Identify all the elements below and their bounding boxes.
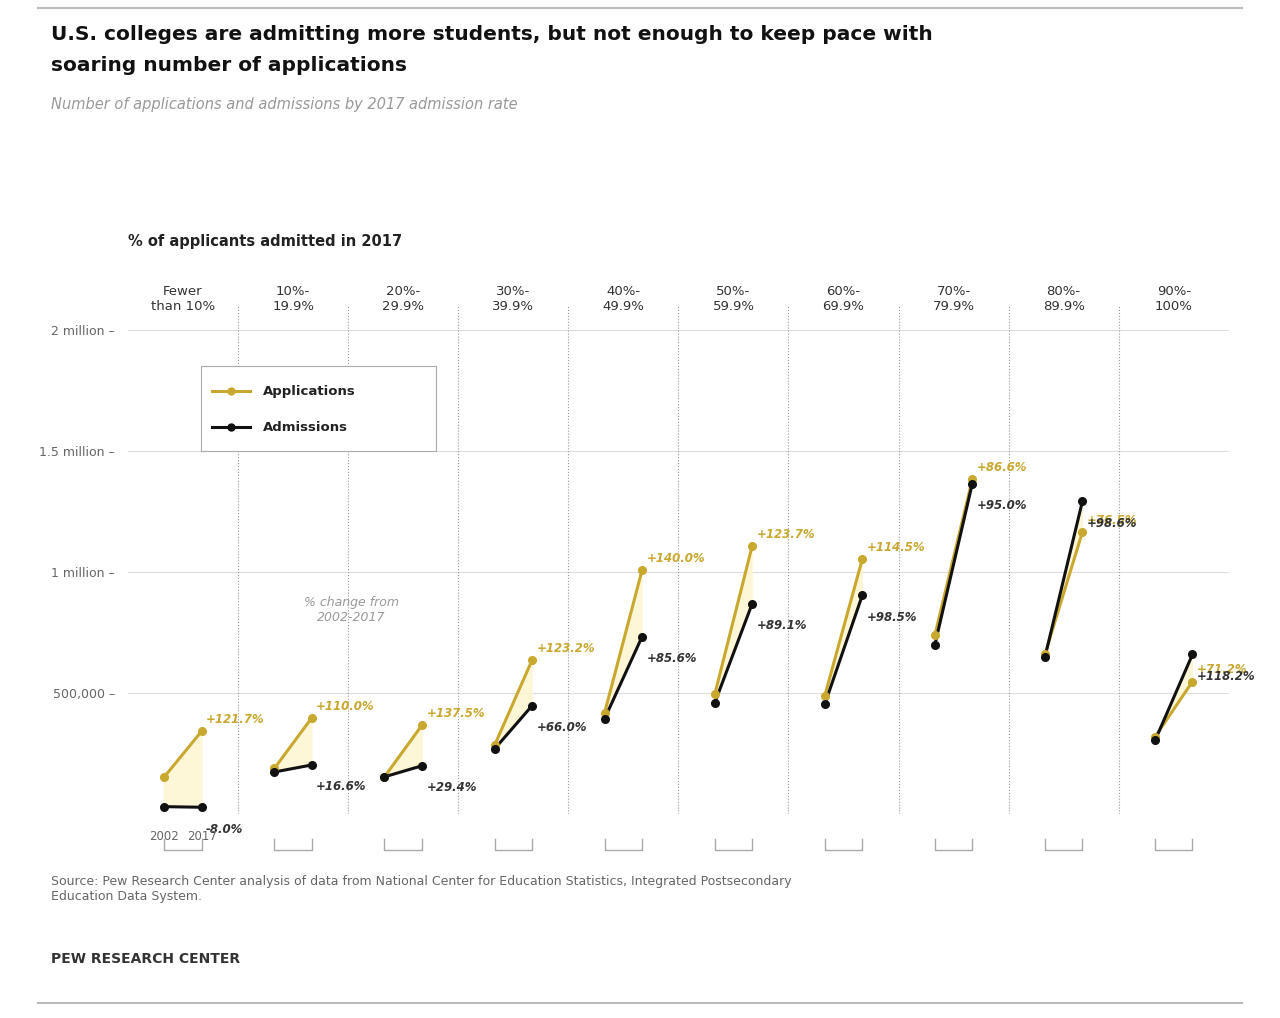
Text: 2002: 2002 [150, 830, 179, 843]
Text: +121.7%: +121.7% [206, 713, 265, 726]
Text: 50%-
59.9%: 50%- 59.9% [713, 285, 754, 314]
Text: +140.0%: +140.0% [646, 552, 705, 565]
Text: Fewer
than 10%: Fewer than 10% [151, 285, 215, 314]
Polygon shape [824, 560, 863, 704]
Polygon shape [274, 718, 312, 772]
Text: +114.5%: +114.5% [867, 542, 925, 555]
Text: 60%-
69.9%: 60%- 69.9% [823, 285, 864, 314]
Text: 30%-
39.9%: 30%- 39.9% [493, 285, 534, 314]
Text: +123.2%: +123.2% [536, 642, 595, 656]
Text: -8.0%: -8.0% [206, 823, 243, 836]
Text: +123.7%: +123.7% [756, 528, 815, 541]
Text: PEW RESEARCH CENTER: PEW RESEARCH CENTER [51, 952, 241, 966]
Text: +98.5%: +98.5% [867, 611, 918, 624]
Text: 10%-
19.9%: 10%- 19.9% [273, 285, 314, 314]
Text: +118.2%: +118.2% [1197, 670, 1256, 683]
Text: +98.6%: +98.6% [1087, 517, 1138, 529]
Text: U.S. colleges are admitting more students, but not enough to keep pace with: U.S. colleges are admitting more student… [51, 25, 933, 45]
Text: +76.5%: +76.5% [1087, 514, 1138, 527]
Text: +110.0%: +110.0% [316, 699, 375, 713]
Text: 70%-
79.9%: 70%- 79.9% [933, 285, 974, 314]
Text: +137.5%: +137.5% [426, 708, 485, 720]
Text: 40%-
49.9%: 40%- 49.9% [603, 285, 644, 314]
Text: Admissions: Admissions [264, 420, 348, 434]
Polygon shape [714, 546, 753, 702]
Text: Source: Pew Research Center analysis of data from National Center for Education : Source: Pew Research Center analysis of … [51, 875, 792, 904]
Text: Applications: Applications [264, 385, 356, 398]
Polygon shape [1044, 502, 1083, 657]
Text: +29.4%: +29.4% [426, 781, 477, 794]
Text: +66.0%: +66.0% [536, 721, 588, 734]
Text: +89.1%: +89.1% [756, 619, 808, 632]
Text: soaring number of applications: soaring number of applications [51, 56, 407, 75]
Text: 80%-
89.9%: 80%- 89.9% [1043, 285, 1084, 314]
Text: 90%-
100%: 90%- 100% [1155, 285, 1193, 314]
Polygon shape [604, 570, 643, 719]
Text: +16.6%: +16.6% [316, 780, 367, 793]
Polygon shape [494, 661, 532, 749]
Polygon shape [1155, 655, 1193, 740]
Polygon shape [384, 725, 422, 777]
Text: % change from
2002-2017: % change from 2002-2017 [305, 597, 399, 624]
Polygon shape [934, 479, 973, 644]
Text: +95.0%: +95.0% [977, 499, 1028, 512]
Text: % of applicants admitted in 2017: % of applicants admitted in 2017 [128, 234, 402, 249]
Text: Number of applications and admissions by 2017 admission rate: Number of applications and admissions by… [51, 97, 518, 112]
Text: +71.2%: +71.2% [1197, 664, 1248, 677]
Text: 20%-
29.9%: 20%- 29.9% [383, 285, 424, 314]
Polygon shape [164, 731, 202, 807]
Text: 2017: 2017 [187, 830, 216, 843]
Text: +85.6%: +85.6% [646, 652, 698, 665]
FancyBboxPatch shape [201, 366, 436, 451]
Text: +86.6%: +86.6% [977, 461, 1028, 474]
